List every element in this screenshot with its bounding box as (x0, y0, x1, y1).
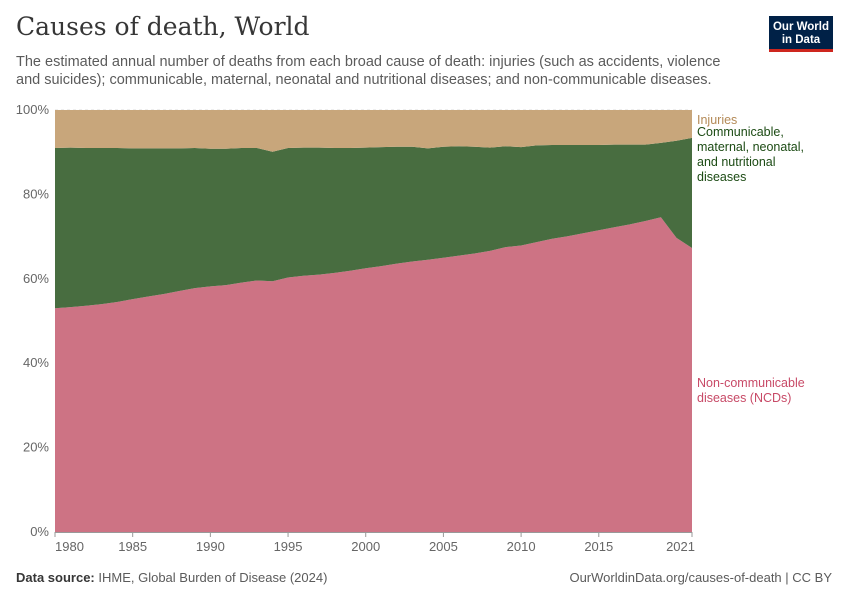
x-tick-label: 2000 (351, 539, 380, 554)
logo-line-2: in Data (781, 34, 821, 46)
x-tick-label: 2015 (584, 539, 613, 554)
y-tick-label: 60% (23, 271, 49, 286)
series-label-line: and nutritional (697, 155, 776, 169)
area-chart: 0% 20% 40% 60% 80% 100% 1980 1985 1990 1995 2000 20… (16, 102, 805, 554)
y-tick-label: 100% (16, 102, 50, 117)
owid-logo[interactable]: Our World in Data (769, 16, 833, 52)
area-series-0 (55, 217, 692, 532)
area-series-2 (55, 110, 692, 152)
y-tick-label: 0% (30, 524, 49, 539)
series-label: Non-communicable diseases (NCDs) (697, 376, 805, 405)
area-series-1 (55, 137, 692, 309)
logo-line-1: Our World (772, 21, 829, 33)
y-tick-label: 20% (23, 440, 49, 455)
data-source-text: IHME, Global Burden of Disease (2024) (98, 570, 328, 585)
chart-subtitle: The estimated annual number of deaths fr… (16, 54, 721, 88)
y-tick-label: 80% (23, 186, 49, 201)
x-tick-label: 1980 (55, 539, 84, 554)
series-label-line: Communicable, (697, 125, 784, 139)
data-source: Data source: IHME, Global Burden of Dise… (16, 570, 327, 585)
source-url-link[interactable]: OurWorldinData.org/causes-of-death | CC … (569, 570, 832, 585)
x-tick-label: 1985 (118, 539, 147, 554)
chart-title: Causes of death, World (16, 12, 310, 41)
series-label-line: diseases (697, 170, 746, 184)
x-tick-label: 2005 (429, 539, 458, 554)
x-tick-label: 2021 (666, 539, 695, 554)
y-tick-label: 40% (23, 355, 49, 370)
series-label-line: Non-communicable (697, 376, 805, 390)
series-label-line: maternal, neonatal, (697, 140, 804, 154)
x-tick-label: 2010 (507, 539, 536, 554)
series-label: Injuries (697, 113, 737, 127)
series-label-line: Injuries (697, 113, 737, 127)
x-tick-label: 1995 (274, 539, 303, 554)
x-tick-label: 1990 (196, 539, 225, 554)
series-label: Communicable, maternal, neonatal, and nutr… (697, 125, 804, 184)
series-label-line: diseases (NCDs) (697, 391, 791, 405)
data-source-label: Data source: (16, 570, 95, 585)
